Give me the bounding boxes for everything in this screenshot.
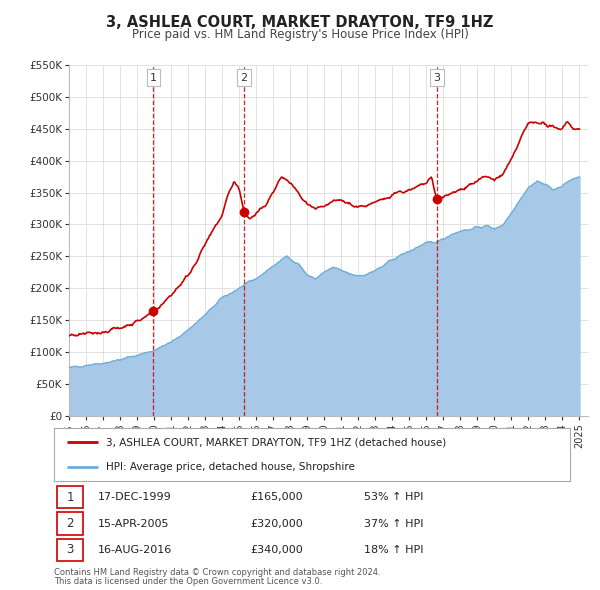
Text: 17-DEC-1999: 17-DEC-1999 xyxy=(98,492,172,502)
Text: 3: 3 xyxy=(67,543,74,556)
Text: 15-APR-2005: 15-APR-2005 xyxy=(98,519,169,529)
Text: Price paid vs. HM Land Registry's House Price Index (HPI): Price paid vs. HM Land Registry's House … xyxy=(131,28,469,41)
FancyBboxPatch shape xyxy=(56,539,83,561)
Text: 3, ASHLEA COURT, MARKET DRAYTON, TF9 1HZ (detached house): 3, ASHLEA COURT, MARKET DRAYTON, TF9 1HZ… xyxy=(106,437,446,447)
Text: 37% ↑ HPI: 37% ↑ HPI xyxy=(364,519,423,529)
Text: 3: 3 xyxy=(433,73,440,83)
Text: 16-AUG-2016: 16-AUG-2016 xyxy=(98,545,172,555)
Text: Contains HM Land Registry data © Crown copyright and database right 2024.: Contains HM Land Registry data © Crown c… xyxy=(54,568,380,576)
Text: 1: 1 xyxy=(150,73,157,83)
Text: 3, ASHLEA COURT, MARKET DRAYTON, TF9 1HZ: 3, ASHLEA COURT, MARKET DRAYTON, TF9 1HZ xyxy=(106,15,494,30)
FancyBboxPatch shape xyxy=(56,486,83,509)
Text: HPI: Average price, detached house, Shropshire: HPI: Average price, detached house, Shro… xyxy=(106,461,355,471)
Text: 2: 2 xyxy=(241,73,248,83)
Text: This data is licensed under the Open Government Licence v3.0.: This data is licensed under the Open Gov… xyxy=(54,577,322,586)
Text: £340,000: £340,000 xyxy=(250,545,303,555)
Text: 53% ↑ HPI: 53% ↑ HPI xyxy=(364,492,423,502)
FancyBboxPatch shape xyxy=(56,513,83,535)
Text: £165,000: £165,000 xyxy=(250,492,303,502)
Text: 2: 2 xyxy=(66,517,74,530)
Text: £320,000: £320,000 xyxy=(250,519,303,529)
Text: 1: 1 xyxy=(66,491,74,504)
Text: 18% ↑ HPI: 18% ↑ HPI xyxy=(364,545,423,555)
